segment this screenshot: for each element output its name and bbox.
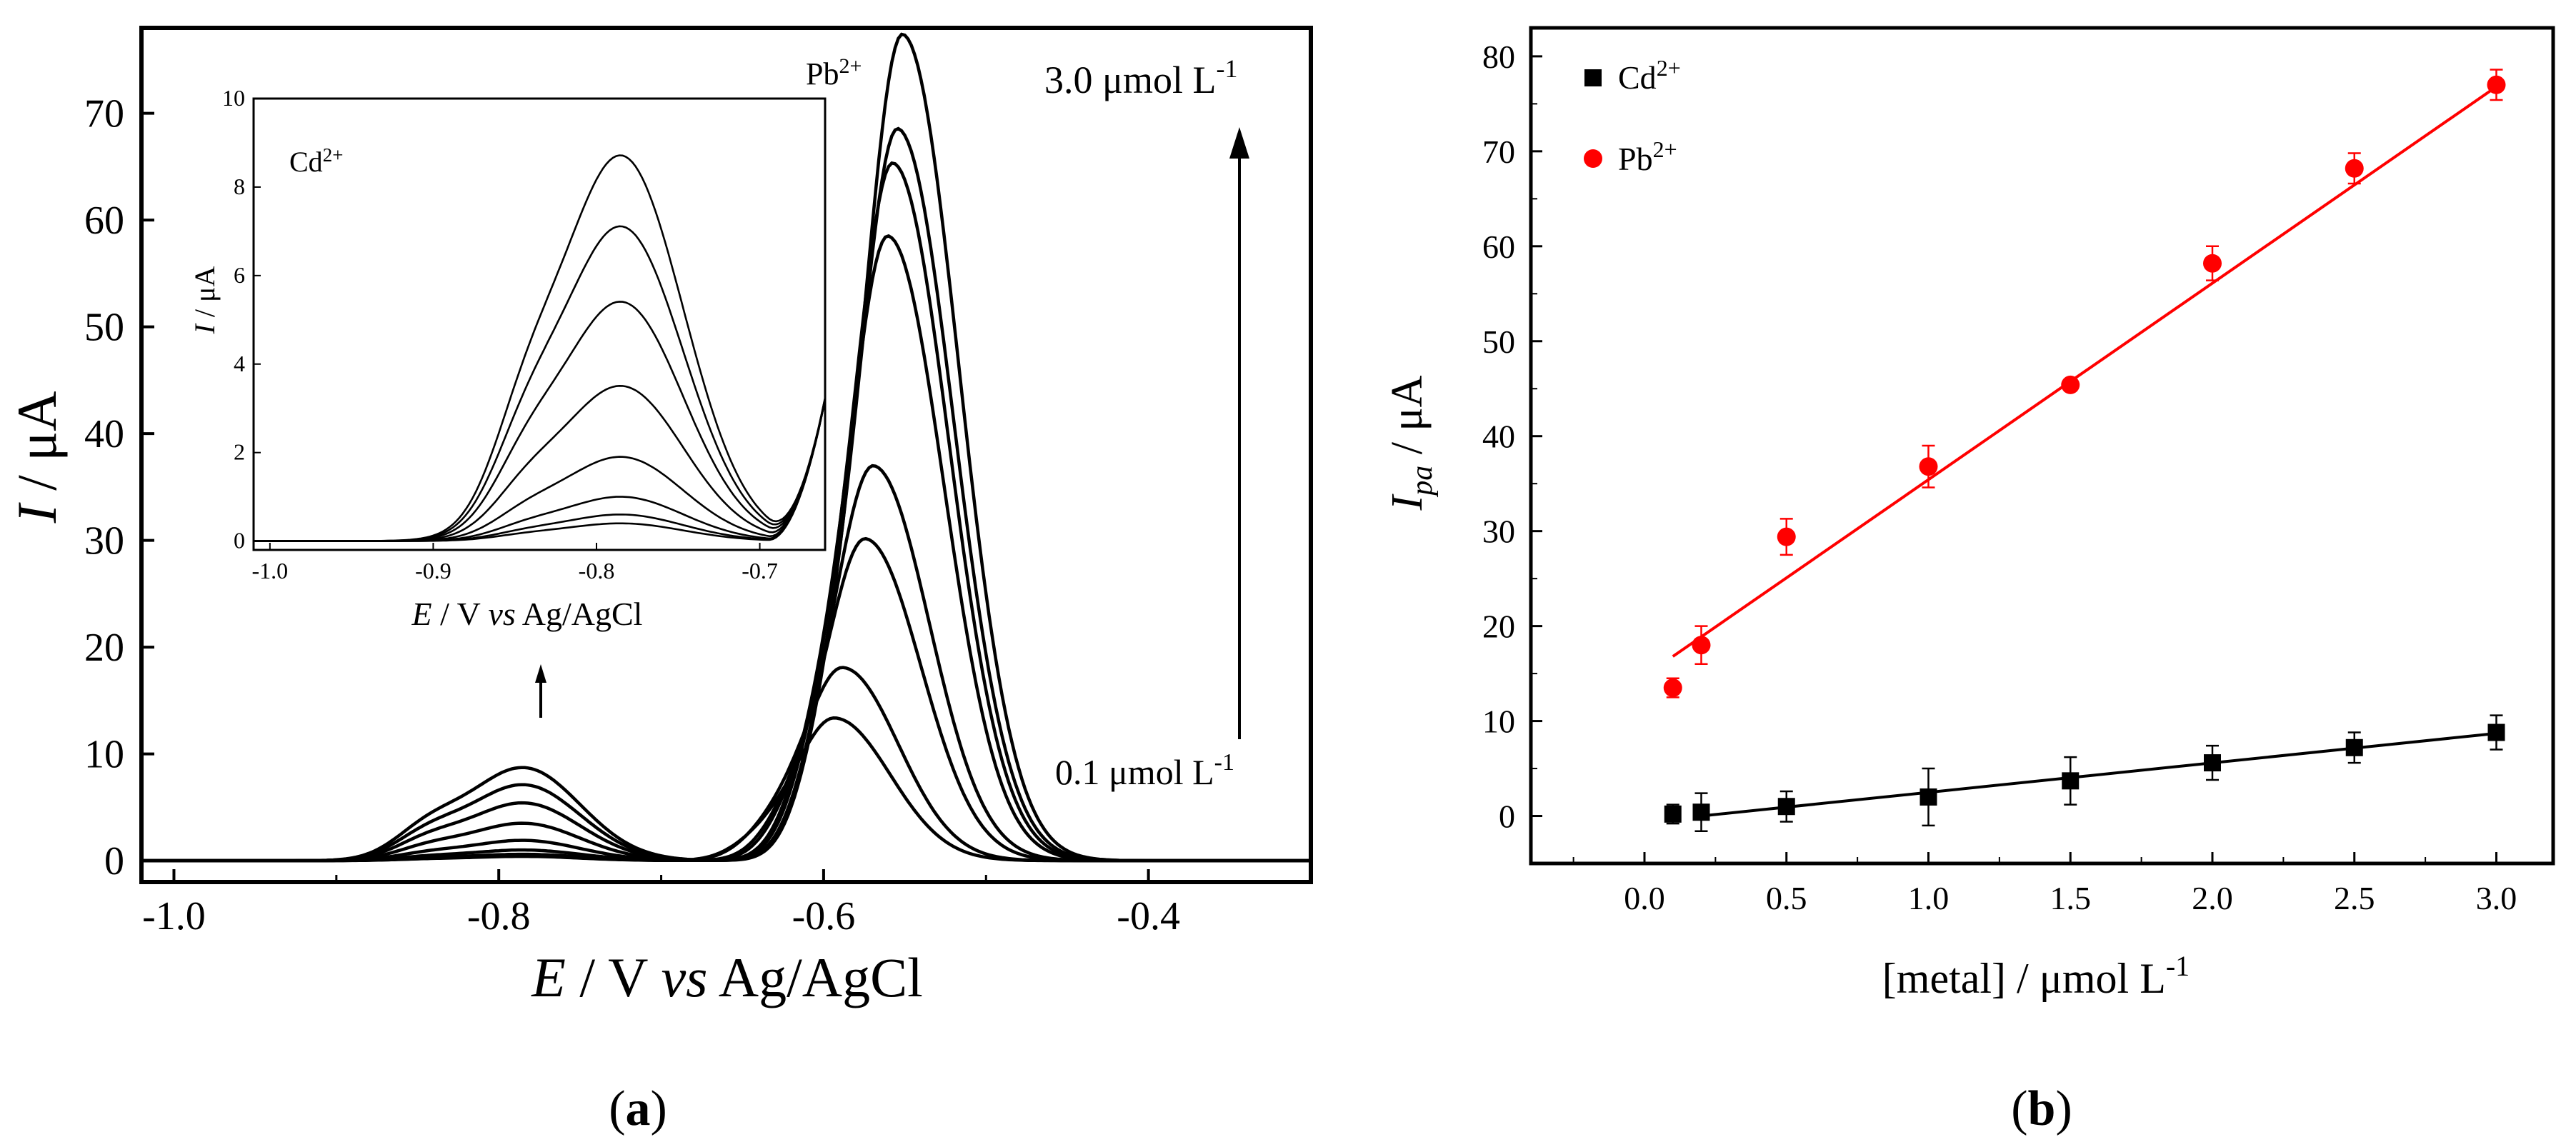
panel-a-voltammograms: [141, 32, 1311, 863]
data-point-pb: [2345, 159, 2364, 178]
legend-pb-marker: [1584, 149, 1602, 168]
low-concentration-label: 0.1 μmol L-1: [1055, 749, 1234, 792]
panel-b-x-tick-label: 1.0: [1908, 880, 1950, 916]
inset-y-tick-label: 6: [234, 262, 245, 288]
data-point-cd: [1692, 803, 1710, 821]
inset-x-tick-label: -0.7: [742, 558, 778, 583]
panel-b: 0.0 0.5 1.0 1.5 2.0 2.5 3.0 01020304050607080 …: [1383, 26, 2555, 1136]
voltammogram-curve: [141, 536, 1311, 863]
panel-a-label: (a): [609, 1081, 667, 1136]
panel-b-label: (b): [2011, 1081, 2072, 1136]
panel-a-y-axis-title: I / μA: [6, 391, 68, 524]
panel-b-x-tick-label: 3.0: [2476, 880, 2517, 916]
concentration-arrow-head: [1229, 127, 1249, 159]
high-concentration-label: 3.0 μmol L-1: [1044, 54, 1237, 101]
inset-y-tick-label: 2: [234, 439, 245, 465]
panel-a-y-tick-label: 40: [84, 412, 124, 456]
panel-b-y-tick-label: 40: [1482, 419, 1515, 455]
panel-a-y-tick-label: 20: [84, 626, 124, 670]
data-point-cd: [2204, 754, 2221, 772]
pb-peak-label: Pb2+: [806, 54, 862, 91]
inset-y-tick-label: 8: [234, 174, 245, 199]
data-point-pb: [2487, 75, 2506, 94]
inset-x-tick-label: -0.8: [579, 558, 615, 583]
legend-cd-marker: [1584, 69, 1602, 86]
panel-a-x-ticks: -1.0 -0.8 -0.6 -0.4: [142, 869, 1180, 938]
panel-b-x-ticks: 0.0 0.5 1.0 1.5 2.0 2.5 3.0: [1572, 852, 2517, 916]
inset-cd-label: Cd2+: [289, 144, 343, 178]
inset-x-axis-title: E / V vs Ag/AgCl: [411, 596, 643, 632]
data-point-pb: [1663, 678, 1682, 698]
panel-b-y-axis-title: Ipa / μA: [1383, 375, 1439, 511]
panel-b-x-axis-title: [metal] / μmol L-1: [1882, 950, 2190, 1002]
panel-a-x-tick-label: -0.4: [1117, 894, 1180, 938]
panel-b-y-tick-label: 60: [1482, 229, 1515, 265]
data-point-pb: [1777, 527, 1796, 546]
data-point-pb: [1692, 636, 1711, 655]
inset-x-ticks: -1.0 -0.9 -0.8 -0.7: [252, 543, 778, 583]
panel-b-y-tick-label: 10: [1482, 703, 1515, 740]
cd-peak-arrow-head: [535, 664, 546, 683]
panel-a-x-tick-label: -0.8: [467, 894, 531, 938]
panel-a-x-axis-title: E / V vs Ag/AgCl: [531, 946, 923, 1008]
data-point-cd: [1777, 798, 1795, 816]
inset-frame: [252, 97, 827, 551]
data-point-cd: [2345, 738, 2363, 756]
panel-b-x-tick-label: 0.5: [1766, 880, 1807, 916]
data-point-pb: [2203, 254, 2222, 273]
data-point-pb: [2061, 375, 2080, 394]
panel-b-y-ticks: 0 10 20 30 40 50 60 70 80: [1482, 39, 1542, 835]
fit-line-cd: [1701, 731, 2497, 818]
panel-b-x-tick-label: 0.0: [1624, 880, 1665, 916]
panel-b-x-tick-label: 2.0: [2192, 880, 2233, 916]
panel-a-y-tick-label: 0: [104, 839, 124, 883]
panel-a-y-tick-label: 50: [84, 306, 124, 350]
panel-b-data-points: [1663, 69, 2506, 833]
panel-b-y-tick-label: 70: [1482, 134, 1515, 170]
panel-b-y-tick-label: 30: [1482, 514, 1515, 550]
panel-a-y-tick-label: 60: [84, 199, 124, 243]
panel-b-frame: [1529, 26, 2555, 866]
legend-cd-label: Cd2+: [1618, 55, 1681, 96]
inset-y-axis-title: I / μA: [189, 266, 221, 335]
panel-a-x-tick-label: -0.6: [792, 894, 856, 938]
inset-voltammogram-curve: [254, 154, 827, 542]
voltammogram-curve: [141, 32, 1311, 863]
panel-a-frame: [139, 26, 1313, 884]
panel-b-y-tick-label: 50: [1482, 324, 1515, 360]
legend-pb-label: Pb2+: [1618, 136, 1677, 177]
panel-a-y-tick-label: 10: [84, 733, 124, 777]
inset-y-tick-label: 4: [234, 351, 245, 376]
panel-b-y-tick-label: 0: [1499, 798, 1515, 835]
data-point-cd: [1664, 805, 1682, 823]
inset-x-tick-label: -1.0: [252, 558, 289, 583]
data-point-cd: [1919, 788, 1937, 806]
panel-b-y-tick-label: 80: [1482, 39, 1515, 75]
data-point-pb: [1919, 457, 1938, 476]
fit-line-pb: [1672, 85, 2497, 658]
data-point-cd: [2487, 723, 2505, 741]
inset-y-tick-label: 10: [222, 85, 245, 111]
panel-a-x-tick-label: -1.0: [142, 894, 206, 938]
panel-a-y-ticks: 0 10 20 30 40 50 60 70: [84, 92, 154, 883]
inset-y-ticks: 0 2 4 6 8 10: [222, 85, 261, 554]
inset-x-tick-label: -0.9: [415, 558, 451, 583]
data-point-cd: [2062, 772, 2080, 790]
panel-b-x-tick-label: 1.5: [2050, 880, 2092, 916]
panel-a-y-tick-label: 30: [84, 519, 124, 564]
inset-y-tick-label: 0: [234, 528, 245, 554]
panel-b-x-tick-label: 2.5: [2334, 880, 2375, 916]
inset-voltammograms: [254, 154, 827, 542]
inset-cd-plot: -1.0 -0.9 -0.8 -0.7 0 2 4 6 8 10 Cd2+ E / V vs A…: [189, 85, 827, 632]
panel-a-y-tick-label: 70: [84, 92, 124, 136]
panel-b-fit-lines: [1672, 85, 2497, 818]
panel-b-y-tick-label: 20: [1482, 608, 1515, 645]
panel-b-legend: Cd2+ Pb2+: [1584, 55, 1681, 177]
